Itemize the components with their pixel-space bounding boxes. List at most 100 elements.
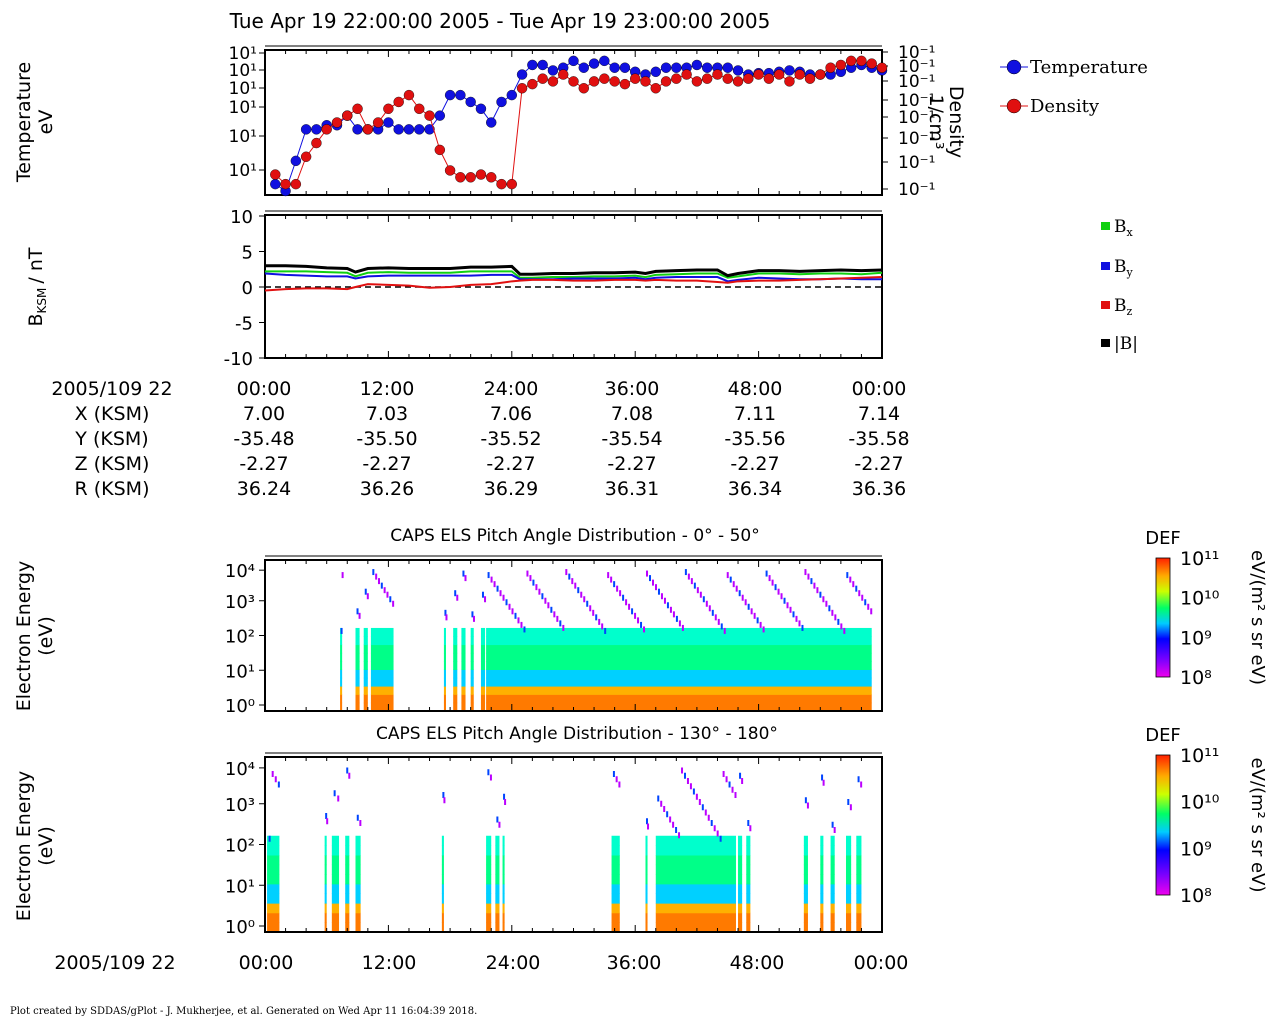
spectrogram-speckle — [348, 772, 351, 779]
spectrogram-speckle — [356, 608, 359, 615]
spectrogram-band — [355, 677, 360, 687]
density-point — [691, 76, 703, 87]
ephemeris-value: 36.26 — [360, 478, 414, 500]
spectrogram-speckle — [696, 587, 699, 594]
spectrogram-speckle — [499, 590, 502, 597]
spectrogram-speckle — [702, 596, 705, 603]
spectrogram-band — [443, 644, 446, 654]
spectrogram-band — [746, 864, 751, 875]
spectrogram-speckle — [689, 783, 692, 790]
spectrogram-speckle — [704, 809, 707, 816]
plot-title: Tue Apr 19 22:00:00 2005 - Tue Apr 19 23… — [229, 9, 771, 33]
spectrogram-band — [345, 874, 350, 885]
spectrogram-speckle — [654, 584, 657, 591]
spectrogram-segment — [443, 609, 448, 712]
spectrogram-band — [486, 686, 872, 695]
legend-subscript: x — [1127, 226, 1134, 239]
spectrogram-speckle — [472, 615, 475, 622]
density-point — [465, 172, 476, 183]
series-density — [270, 55, 888, 190]
spectrogram-band — [655, 883, 736, 894]
ephemeris-value: -2.27 — [730, 453, 779, 475]
density-point — [732, 76, 744, 87]
spectrogram-band — [331, 835, 340, 846]
spectrogram-speckle — [454, 590, 457, 597]
spectrogram-band — [502, 864, 505, 875]
density-point — [290, 178, 302, 190]
spectrogram-band — [738, 903, 743, 914]
spectrogram-band — [486, 903, 492, 914]
legend-letter: B — [1114, 296, 1127, 316]
spectrogram-speckle — [750, 608, 753, 615]
spectrogram-band — [846, 922, 852, 933]
spectrogram-band — [324, 903, 327, 914]
spectrogram-band — [441, 855, 444, 866]
spectrogram-band — [355, 835, 361, 846]
spectrogram-band — [611, 864, 620, 875]
temperature-point — [701, 62, 713, 73]
spectrogram-band — [470, 702, 474, 712]
spectrogram-band — [355, 855, 361, 866]
spectrogram-speckle — [749, 825, 752, 832]
colorbar-tick-label: 10⁸ — [1180, 667, 1212, 689]
spectrogram-band — [340, 644, 343, 654]
spectrogram-segment — [611, 771, 621, 933]
spectrogram-band — [324, 845, 327, 856]
spectrogram-band — [486, 855, 492, 866]
ephemeris-row-label: Z (KSM) — [75, 453, 150, 475]
temperature-point — [455, 89, 466, 101]
temperature-point — [414, 124, 425, 135]
spectrogram-speckle — [672, 821, 675, 828]
spectrogram-speckle — [444, 609, 447, 616]
energy-ytick-label: 10² — [225, 627, 255, 648]
bottom-time-tick-label: 48:00 — [730, 952, 785, 974]
spectrogram-speckle — [503, 793, 506, 800]
spectrogram-band — [470, 669, 474, 679]
spectrogram-speckle — [860, 781, 863, 788]
spectrogram-band — [470, 686, 474, 695]
spectrogram-band — [363, 686, 368, 695]
spectrogram-segment — [370, 569, 395, 712]
temperature-axis-label: Temperature — [13, 62, 35, 183]
spectrogram-band — [820, 922, 824, 933]
spectrogram-speckle — [462, 570, 465, 577]
spectrogram-speckle — [508, 603, 511, 610]
spectrogram-speckle — [618, 781, 621, 788]
spectrogram-band — [746, 845, 751, 856]
spectrogram-speckle — [392, 600, 395, 607]
spectrogram-band — [830, 903, 835, 914]
spectrogram-speckle — [589, 605, 592, 612]
spectrogram-speckle — [380, 582, 383, 589]
spectrogram-band — [370, 694, 394, 704]
spectrogram-band — [363, 669, 368, 679]
spectrogram-speckle — [505, 599, 508, 606]
spectrogram-band — [502, 845, 505, 856]
density-ytick-label: 10⁻¹ — [898, 43, 935, 63]
spectrogram-speckle — [663, 806, 666, 812]
spectrogram-speckle — [738, 590, 741, 597]
spectrogram-speckle — [777, 588, 780, 595]
spectrogram-band — [443, 686, 446, 695]
density-point — [506, 178, 517, 190]
spectrogram-band — [611, 912, 620, 923]
spectrogram1-ylabel: Electron Energy — [13, 561, 35, 712]
density-point — [393, 96, 404, 108]
spectrogram-band — [856, 903, 862, 914]
spectrogram-band — [355, 912, 361, 923]
spectrogram-speckle — [753, 612, 756, 619]
density-point — [270, 169, 281, 180]
spectrogram-band — [370, 636, 394, 646]
spectrogram-band — [453, 652, 458, 662]
series-Bz — [264, 276, 883, 292]
spectrogram-band — [363, 636, 368, 646]
density-point — [321, 124, 332, 135]
spectrogram-speckle — [490, 576, 493, 583]
spectrogram-speckle — [695, 793, 698, 800]
temperature-point — [578, 62, 589, 73]
density-point — [547, 76, 559, 87]
spectrogram-band — [443, 694, 446, 704]
spectrogram-speckle — [741, 594, 744, 601]
spectrogram-speckle — [652, 579, 655, 586]
spectrogram-band — [486, 864, 492, 875]
time-tick-label: 00:00 — [852, 378, 907, 400]
